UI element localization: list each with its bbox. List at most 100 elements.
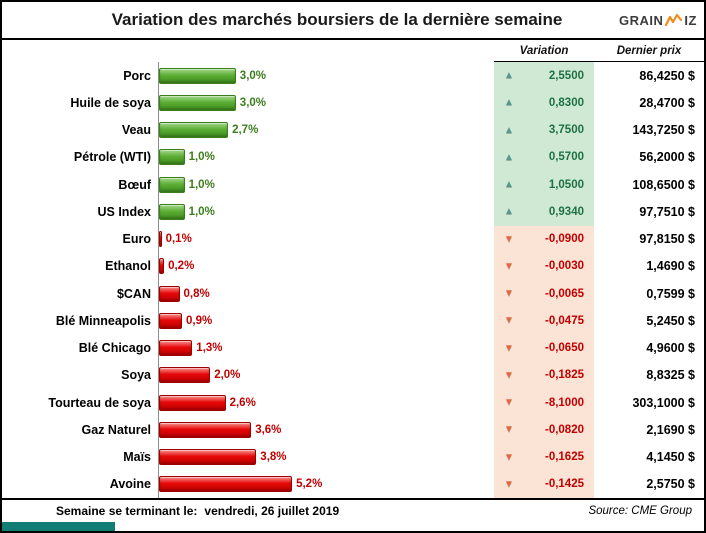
table-row: Veau 2,7% ▲ 3,7500 143,7250 $ [2,116,704,144]
triangle-down-icon: ▼ [504,397,514,409]
bar [159,122,229,139]
triangle-up-icon: ▲ [504,206,514,218]
row-label: Avoine [109,477,151,492]
last-price: 4,1450 $ [594,443,704,471]
bar-value-label: 0,8% [183,287,210,300]
bar-value-label: 0,9% [186,314,213,327]
bar [159,149,185,166]
bar [159,176,185,193]
table-row: Huile de soya 3,0% ▲ 0,8300 28,4700 $ [2,89,704,117]
bar-cell: 2,7% [158,116,494,144]
variation-value: 3,7500 [548,124,584,137]
variation-value: 0,8300 [548,96,584,109]
bar-cell: 2,0% [158,361,494,389]
variation-value: -0,1625 [544,451,584,464]
triangle-down-icon: ▼ [504,424,514,436]
triangle-up-icon: ▲ [504,124,514,136]
variation-cell: ▼ -0,0065 [494,280,594,308]
header-spacer [2,40,494,62]
variation-column-header: Variation [494,40,594,62]
last-price: 2,5750 $ [594,470,704,498]
bar [159,67,236,84]
bar-value-label: 2,0% [214,369,241,382]
triangle-down-icon: ▼ [504,260,514,272]
variation-cell: ▼ -0,0475 [494,307,594,335]
bar-cell: 3,0% [158,62,494,90]
last-price: 303,1000 $ [594,389,704,417]
bar-value-label: 0,2% [168,260,195,273]
triangle-down-icon: ▼ [504,369,514,381]
variation-cell: ▼ -0,0900 [494,225,594,253]
last-price: 56,2000 $ [594,143,704,171]
table-row: Gaz Naturel 3,6% ▼ -0,0820 2,1690 $ [2,416,704,444]
table-row: Tourteau de soya 2,6% ▼ -8,1000 303,1000… [2,389,704,417]
table-row: Bœuf 1,0% ▲ 1,0500 108,6500 $ [2,171,704,199]
last-price: 97,8150 $ [594,225,704,253]
bar [159,231,162,248]
bar-value-label: 0,1% [165,233,192,246]
last-price: 2,1690 $ [594,416,704,444]
bar [159,94,236,111]
variation-cell: ▼ -0,1625 [494,443,594,471]
bar-cell: 0,1% [158,225,494,253]
variation-cell: ▼ -8,1000 [494,389,594,417]
variation-cell: ▲ 0,5700 [494,143,594,171]
page-title: Variation des marchés boursiers de la de… [111,10,563,29]
row-label: Soya [121,368,151,383]
variation-cell: ▲ 0,8300 [494,89,594,117]
bar-cell: 1,0% [158,198,494,226]
sheet-tab[interactable] [2,522,115,531]
bar-cell: 0,8% [158,280,494,308]
column-header-row: Variation Dernier prix [2,40,704,62]
bar-value-label: 3,8% [260,451,287,464]
row-label: Tourteau de soya [48,395,151,410]
rows: Porc 3,0% ▲ 2,5500 86,4250 $ Huile de so… [2,62,704,498]
bar [159,394,226,411]
last-price-column-header: Dernier prix [594,40,704,62]
title-bar: Variation des marchés boursiers de la de… [2,2,704,40]
variation-value: -0,1825 [544,369,584,382]
bar-value-label: 1,0% [188,205,215,218]
source-label: Source: CME Group [588,505,692,517]
last-price: 4,9600 $ [594,334,704,362]
last-price: 5,2450 $ [594,307,704,335]
bar-value-label: 3,6% [255,423,282,436]
variation-cell: ▼ -0,0650 [494,334,594,362]
bar-value-label: 5,2% [296,478,323,491]
triangle-up-icon: ▲ [504,97,514,109]
week-ending-label: Semaine se terminant le: [56,504,198,518]
last-price: 97,7510 $ [594,198,704,226]
bar-cell: 3,6% [158,416,494,444]
table-row: Pétrole (WTI) 1,0% ▲ 0,5700 56,2000 $ [2,143,704,171]
row-label: Ethanol [105,259,151,274]
triangle-up-icon: ▲ [504,70,514,82]
variation-cell: ▲ 1,0500 [494,171,594,199]
week-ending-date: vendredi, 26 juillet 2019 [204,504,340,518]
variation-value: 2,5500 [548,69,584,82]
triangle-up-icon: ▲ [504,179,514,191]
row-label: Porc [123,68,151,83]
variation-cell: ▲ 2,5500 [494,62,594,90]
bar-value-label: 1,0% [188,151,215,164]
triangle-down-icon: ▼ [504,233,514,245]
variation-cell: ▲ 3,7500 [494,116,594,144]
bar [159,258,165,275]
variation-value: -0,0900 [544,233,584,246]
bar-cell: 1,0% [158,171,494,199]
variation-value: -0,0650 [544,342,584,355]
variation-cell: ▼ -0,0820 [494,416,594,444]
table-row: Porc 3,0% ▲ 2,5500 86,4250 $ [2,62,704,90]
variation-cell: ▼ -0,1425 [494,470,594,498]
bar-cell: 1,3% [158,334,494,362]
triangle-down-icon: ▼ [504,451,514,463]
tab-strip [2,522,704,531]
bar [159,449,257,466]
table-row: Euro 0,1% ▼ -0,0900 97,8150 $ [2,225,704,253]
row-label: Veau [121,123,151,138]
line-chart-icon [664,13,683,27]
footer: Semaine se terminant le: vendredi, 26 ju… [2,498,704,522]
table-row: US Index 1,0% ▲ 0,9340 97,7510 $ [2,198,704,226]
bar-value-label: 3,0% [239,69,267,82]
bar-cell: 0,9% [158,307,494,335]
bar [159,312,182,329]
